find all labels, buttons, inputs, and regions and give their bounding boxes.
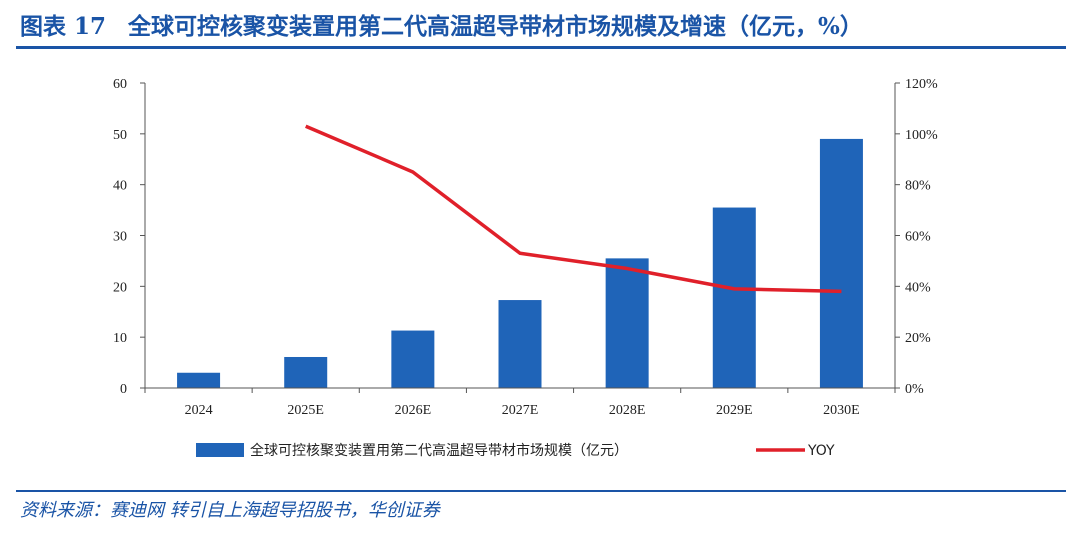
y-right-tick-label: 60% [905, 230, 931, 245]
source-rule [16, 490, 1066, 492]
y-right-tick-label: 0% [905, 382, 924, 397]
bar-2027e [498, 300, 542, 388]
title-rule [16, 46, 1066, 49]
source-note: 资料来源：赛迪网 转引自上海超导招股书，华创证券 [20, 500, 440, 521]
x-tick-label: 2029E [716, 403, 753, 418]
figure-number: 17 [74, 13, 107, 40]
y-right-tick-label: 80% [905, 179, 931, 194]
x-tick-label: 2026E [395, 403, 432, 418]
y-left-tick-label: 10 [113, 331, 127, 346]
bar-2030e [819, 138, 863, 388]
y-left-tick-label: 20 [113, 280, 127, 295]
y-right-tick-label: 100% [905, 128, 938, 143]
legend-line-label: YOY [807, 443, 835, 459]
x-tick-label: 2027E [502, 403, 539, 418]
x-tick-label: 2024 [185, 403, 213, 418]
bar-series [177, 138, 863, 388]
y-left-tick-label: 50 [113, 128, 127, 143]
bar-2029e [712, 207, 756, 388]
y-right-tick-label: 40% [905, 280, 931, 295]
bar-2026e [391, 330, 435, 388]
y-left-tick-label: 40 [113, 179, 127, 194]
figure-label: 图表 [20, 13, 66, 40]
figure-title-text: 全球可控核聚变装置用第二代高温超导带材市场规模及增速（亿元，%） [128, 13, 863, 40]
yoy-line-series [305, 124, 842, 294]
x-tick-label: 2025E [287, 403, 324, 418]
figure-title: 图表 17 全球可控核聚变装置用第二代高温超导带材市场规模及增速（亿元，%） [20, 10, 863, 44]
bar-2024 [177, 372, 221, 388]
y-right-tick-label: 20% [905, 331, 931, 346]
y-left-tick-label: 60 [113, 77, 127, 92]
bar-2028e [605, 258, 649, 388]
bar-2025e [284, 356, 328, 388]
y-left-tick-label: 0 [120, 382, 127, 397]
legend-bar-label: 全球可控核聚变装置用第二代高温超导带材市场规模（亿元） [250, 442, 628, 459]
axes: 0 0% 10 20% 20 40% 30 60% 40 80% 50 100% 60 120% 2024 2… [113, 77, 938, 418]
x-tick-label: 2028E [609, 403, 646, 418]
legend-bar-swatch [196, 443, 244, 457]
y-left-tick-label: 30 [113, 230, 127, 245]
yoy-line [305, 124, 842, 294]
legend: 全球可控核聚变装置用第二代高温超导带材市场规模（亿元） YOY [196, 442, 835, 459]
y-right-tick-label: 120% [905, 77, 938, 92]
x-tick-label: 2030E [823, 403, 860, 418]
